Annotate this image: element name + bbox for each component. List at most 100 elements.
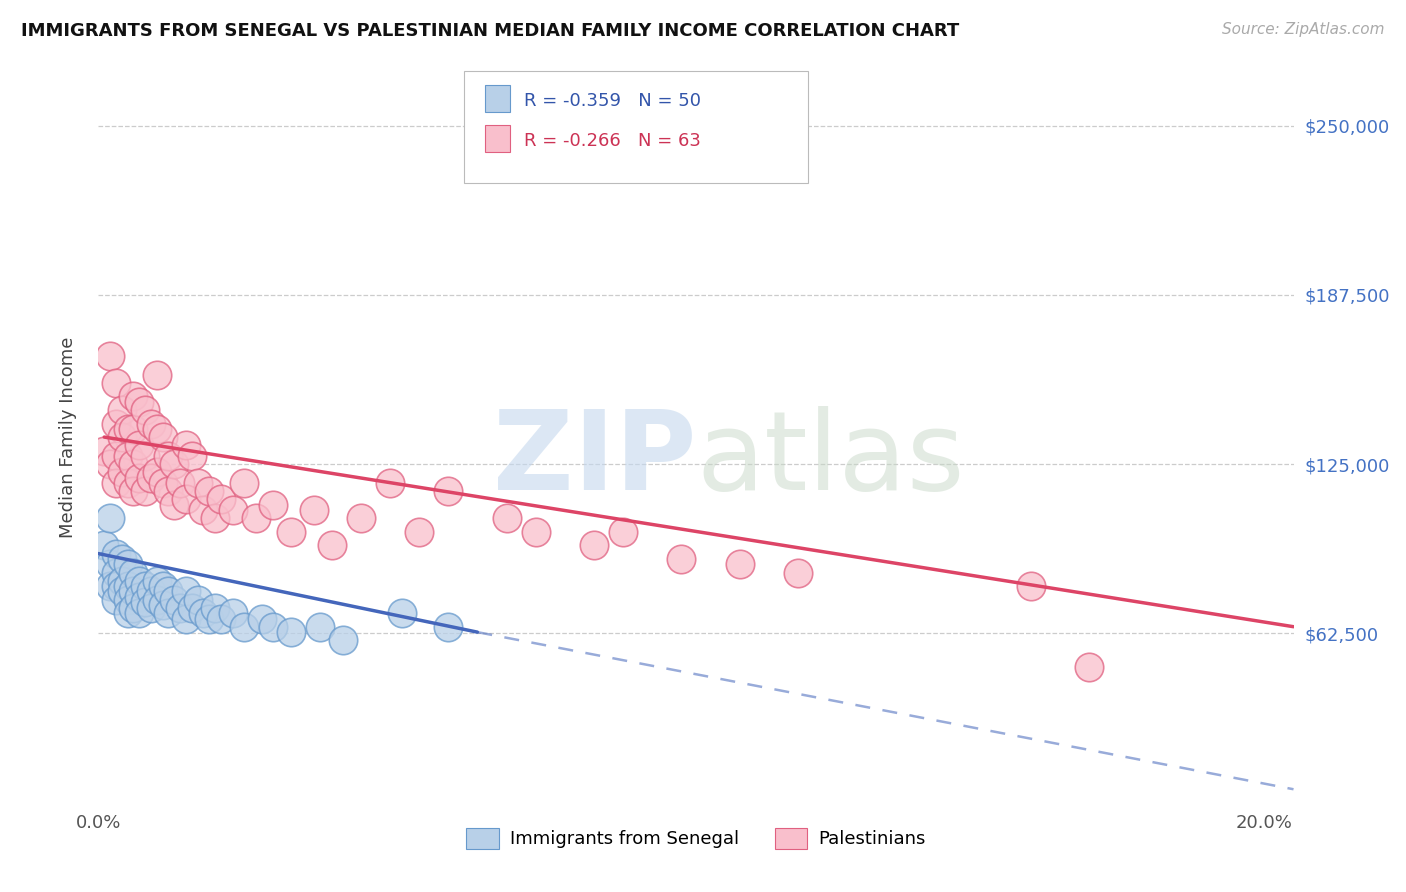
Point	[111, 574, 134, 588]
Point	[104, 592, 127, 607]
Point	[280, 524, 302, 539]
Point	[98, 457, 121, 471]
Point	[180, 600, 202, 615]
Point	[174, 584, 197, 599]
Text: R = -0.359   N = 50: R = -0.359 N = 50	[524, 92, 702, 110]
Point	[134, 595, 156, 609]
Point	[122, 600, 145, 615]
Point	[157, 606, 180, 620]
Point	[262, 498, 284, 512]
Point	[157, 584, 180, 599]
Point	[98, 511, 121, 525]
Point	[582, 538, 605, 552]
Point	[198, 611, 221, 625]
Point	[350, 511, 373, 525]
Point	[117, 606, 139, 620]
Point	[302, 503, 325, 517]
Point	[437, 484, 460, 499]
Point	[117, 579, 139, 593]
Point	[209, 611, 232, 625]
Legend: Immigrants from Senegal, Palestinians: Immigrants from Senegal, Palestinians	[467, 828, 925, 848]
Point	[495, 511, 517, 525]
Point	[262, 620, 284, 634]
Point	[408, 524, 430, 539]
Point	[117, 558, 139, 572]
Point	[128, 395, 150, 409]
Point	[111, 430, 134, 444]
Point	[117, 592, 139, 607]
Point	[122, 457, 145, 471]
Point	[524, 524, 547, 539]
Point	[221, 606, 243, 620]
Point	[93, 443, 115, 458]
Point	[204, 511, 226, 525]
Point	[309, 620, 332, 634]
Point	[104, 476, 127, 491]
Point	[612, 524, 634, 539]
Point	[117, 449, 139, 463]
Point	[233, 620, 256, 634]
Point	[163, 457, 186, 471]
Point	[437, 620, 460, 634]
Text: R = -0.266   N = 63: R = -0.266 N = 63	[524, 132, 702, 150]
Point	[250, 611, 273, 625]
Text: IMMIGRANTS FROM SENEGAL VS PALESTINIAN MEDIAN FAMILY INCOME CORRELATION CHART: IMMIGRANTS FROM SENEGAL VS PALESTINIAN M…	[21, 22, 959, 40]
Point	[111, 465, 134, 479]
Point	[117, 476, 139, 491]
Point	[104, 547, 127, 561]
Point	[157, 484, 180, 499]
Point	[145, 422, 167, 436]
Point	[128, 606, 150, 620]
Point	[186, 592, 208, 607]
Point	[122, 484, 145, 499]
Point	[180, 449, 202, 463]
Point	[245, 511, 267, 525]
Point	[787, 566, 810, 580]
Point	[193, 503, 215, 517]
Point	[378, 476, 401, 491]
Point	[145, 368, 167, 382]
Point	[128, 438, 150, 452]
Point	[193, 606, 215, 620]
Point	[391, 606, 413, 620]
Point	[128, 471, 150, 485]
Point	[111, 552, 134, 566]
Point	[152, 579, 174, 593]
Point	[145, 574, 167, 588]
Point	[111, 584, 134, 599]
Point	[233, 476, 256, 491]
Point	[134, 484, 156, 499]
Point	[98, 349, 121, 363]
Point	[128, 590, 150, 604]
Point	[209, 492, 232, 507]
Point	[104, 579, 127, 593]
Point	[728, 558, 751, 572]
Text: atlas: atlas	[696, 406, 965, 513]
Point	[122, 422, 145, 436]
Point	[139, 600, 162, 615]
Point	[139, 471, 162, 485]
Point	[169, 600, 191, 615]
Point	[163, 592, 186, 607]
Point	[157, 449, 180, 463]
Point	[139, 417, 162, 431]
Point	[122, 584, 145, 599]
Point	[104, 417, 127, 431]
Point	[145, 592, 167, 607]
Point	[174, 611, 197, 625]
Point	[134, 449, 156, 463]
Point	[280, 625, 302, 640]
Point	[163, 498, 186, 512]
Point	[152, 598, 174, 612]
Point	[1019, 579, 1042, 593]
Point	[1078, 660, 1101, 674]
Point	[152, 430, 174, 444]
Point	[671, 552, 693, 566]
Point	[221, 503, 243, 517]
Point	[139, 584, 162, 599]
Point	[174, 492, 197, 507]
Point	[122, 389, 145, 403]
Point	[134, 579, 156, 593]
Point	[174, 438, 197, 452]
Point	[98, 579, 121, 593]
